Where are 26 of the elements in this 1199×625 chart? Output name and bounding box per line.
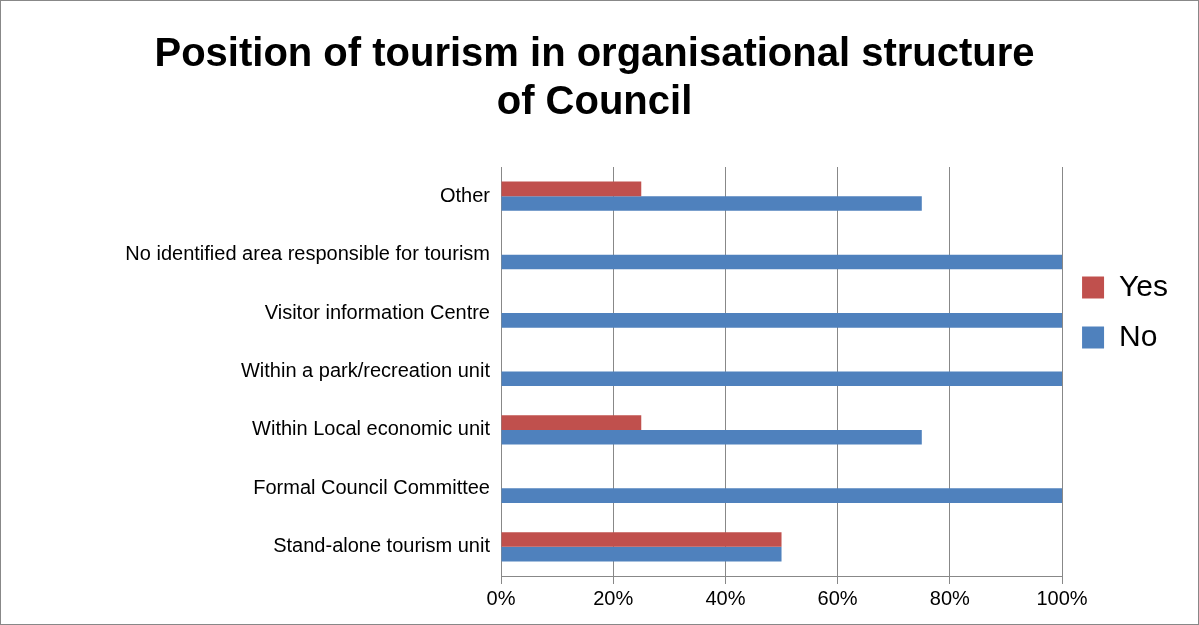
y-tick-label: Formal Council Committee: [253, 475, 490, 498]
chart-title: Position of tourism in organisational structure of Council: [154, 30, 1035, 123]
bar: [501, 371, 1063, 387]
bar: [501, 429, 922, 445]
bar: [501, 546, 782, 562]
bar: [501, 181, 642, 197]
legend-label: No: [1119, 318, 1158, 352]
y-tick-label: Other: [439, 183, 491, 206]
bar: [501, 196, 922, 211]
x-tick-label: 100%: [1036, 586, 1088, 609]
bar: [501, 488, 1063, 503]
x-tick-label: 40%: [705, 586, 746, 609]
x-tick-label: 0%: [486, 586, 516, 609]
bar: [501, 415, 642, 430]
y-tick-label: Visitor information Centre: [264, 300, 490, 323]
bar: [501, 313, 1063, 328]
y-tick-label: No identified area responsible for tourism: [125, 242, 490, 265]
y-tick-label: Within Local economic unit: [252, 417, 491, 440]
x-tick-label: 60%: [817, 586, 858, 609]
y-tick-label: Stand-alone tourism unit: [273, 534, 491, 557]
x-tick-label: 20%: [593, 586, 634, 609]
y-tick-label: Within a park/recreation unit: [240, 359, 491, 382]
bar: [501, 254, 1063, 270]
legend-label: Yes: [1119, 268, 1169, 302]
x-tick-label: 80%: [929, 586, 971, 609]
bar: [501, 532, 782, 547]
